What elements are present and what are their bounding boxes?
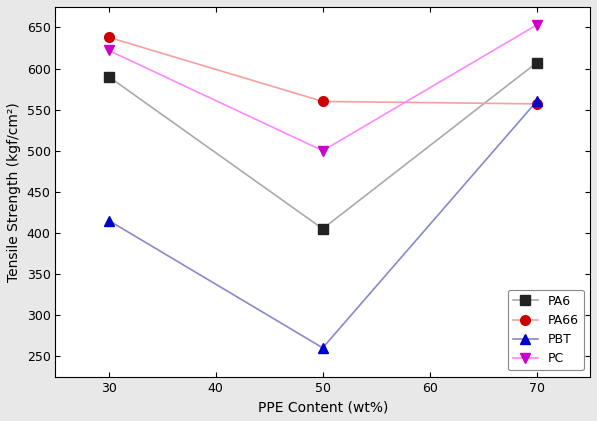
PA66: [105, 35, 112, 40]
PBT: [319, 345, 327, 350]
PBT: [105, 218, 112, 223]
PA6: [533, 60, 540, 65]
Y-axis label: Tensile Strength (kgf/cm²): Tensile Strength (kgf/cm²): [7, 102, 21, 282]
Line: PA66: PA66: [104, 32, 541, 109]
PA66: [533, 101, 540, 107]
Legend: PA6, PA66, PBT, PC: PA6, PA66, PBT, PC: [508, 290, 584, 370]
PA66: [319, 99, 327, 104]
Line: PA6: PA6: [104, 58, 541, 234]
Line: PBT: PBT: [104, 96, 541, 353]
X-axis label: PPE Content (wt%): PPE Content (wt%): [257, 400, 388, 414]
PBT: [533, 99, 540, 104]
Line: PC: PC: [104, 20, 541, 156]
PA6: [319, 226, 327, 231]
PC: [319, 148, 327, 153]
PC: [533, 22, 540, 27]
PC: [105, 48, 112, 53]
PA6: [105, 74, 112, 79]
